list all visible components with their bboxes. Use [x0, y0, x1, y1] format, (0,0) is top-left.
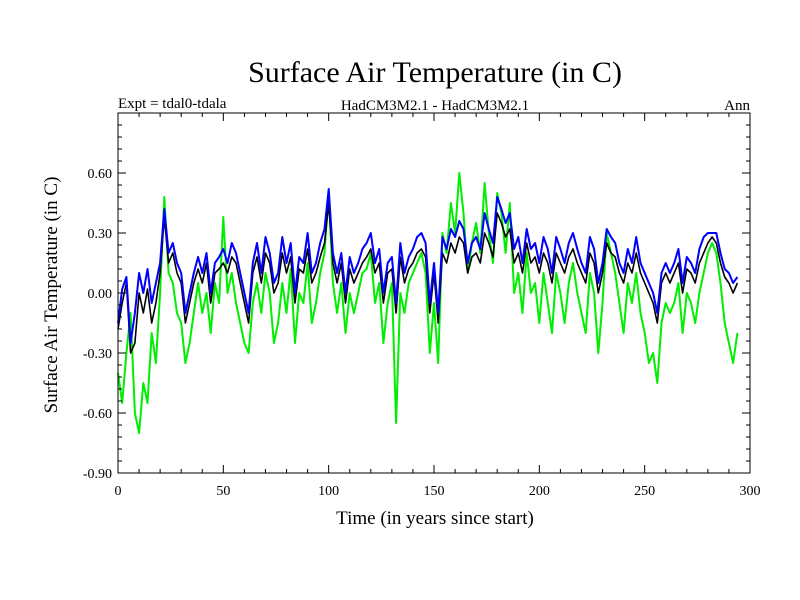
tick-layer: 0 50 100 150 200 250 300 -0.90 -0.60 -0.30 0.00 0.3…: [83, 112, 761, 499]
plot-frame: [117, 112, 751, 474]
y-tick-label: 0.30: [88, 227, 113, 242]
x-tick-label: 200: [529, 484, 550, 499]
y-tick-label: 0.60: [88, 167, 113, 182]
x-tick-label: 0: [115, 484, 122, 499]
y-tick-label: 0.00: [88, 287, 113, 302]
x-tick-label: 100: [318, 484, 339, 499]
y-tick-label: -0.90: [83, 467, 112, 482]
y-tick-label: -0.60: [83, 407, 112, 422]
y-tick-label: -0.30: [83, 347, 112, 362]
y-axis-label: Surface Air Temperature (in C): [41, 177, 62, 414]
x-tick-label: 250: [634, 484, 655, 499]
season-label: Ann: [724, 98, 750, 114]
x-tick-label: 50: [216, 484, 230, 499]
experiment-label: Expt = tdal0-tdala: [118, 96, 227, 112]
model-label: HadCM3M2.1 - HadCM3M2.1: [341, 98, 529, 114]
series-layer: [117, 172, 739, 434]
chart-title: Surface Air Temperature (in C): [248, 56, 622, 89]
series-line-blue: [117, 188, 739, 344]
x-axis-label: Time (in years since start): [336, 508, 534, 529]
x-tick-label: 300: [740, 484, 761, 499]
x-tick-label: 150: [424, 484, 445, 499]
series-line-green: [117, 172, 739, 434]
